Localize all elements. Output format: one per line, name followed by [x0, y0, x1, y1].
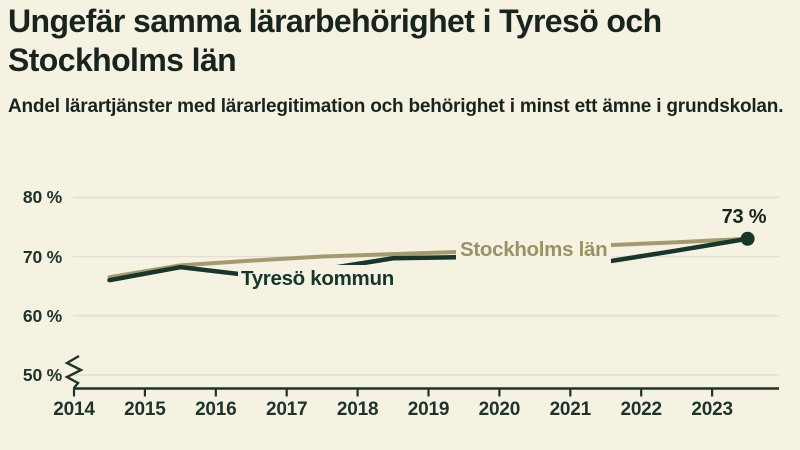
series-label-stockholms-lan: Stockholms län — [456, 236, 612, 265]
x-axis-label: 2015 — [124, 399, 166, 420]
series-line-tyreso-kommun — [107, 236, 750, 283]
x-axis-label: 2018 — [336, 399, 379, 420]
x-axis-label: 2014 — [53, 399, 95, 420]
x-axis-label: 2020 — [478, 399, 521, 420]
x-axis-label: 2021 — [549, 399, 592, 420]
x-axis-label: 2017 — [265, 399, 308, 420]
y-axis-label: 80 % — [22, 187, 62, 208]
page-subtitle: Andel lärartjänster med lärarlegitimatio… — [8, 96, 784, 117]
page-title: Ungefär samma lärarbehörighet i Tyresö o… — [8, 3, 662, 79]
end-value-label: 73 % — [721, 206, 767, 228]
x-axis-label: 2019 — [407, 399, 450, 420]
axis-break-icon — [64, 354, 84, 389]
series-line-stockholms-lan — [107, 236, 750, 280]
x-axis-label: 2016 — [195, 399, 237, 420]
y-axis-label: 60 % — [22, 305, 62, 326]
y-axis-label: 50 % — [22, 364, 62, 385]
x-axis-label: 2022 — [620, 399, 662, 420]
series-label-tyreso-kommun: Tyresö kommun — [238, 265, 397, 294]
end-point-dot — [740, 231, 755, 246]
y-axis-label: 70 % — [22, 246, 62, 267]
x-axis-label: 2023 — [691, 399, 733, 420]
